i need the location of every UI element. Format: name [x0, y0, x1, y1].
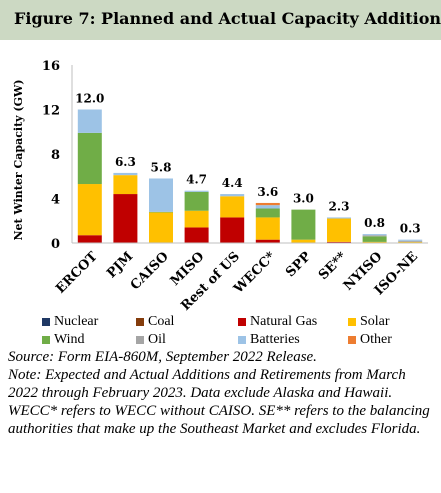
bar-segment-batteries [220, 194, 245, 197]
legend-label: Solar [360, 314, 390, 329]
bar-segment-solar [362, 241, 387, 243]
bar-segment-batteries [184, 190, 209, 192]
legend-label: Other [360, 332, 392, 347]
bar-total-label: 4.4 [222, 176, 243, 190]
bar-segment-solar [149, 212, 173, 243]
bar-segment-solar [291, 239, 316, 243]
bar-segment-wind [184, 191, 209, 211]
bar-segment-natural-gas [77, 235, 102, 243]
bar-segment-wind [77, 132, 102, 185]
legend-label: Batteries [250, 332, 300, 347]
y-tick-label: 12 [42, 104, 60, 119]
bar-segment-wind [362, 236, 387, 242]
legend-swatch [238, 318, 246, 326]
bar-segment-natural-gas [113, 194, 138, 243]
y-tick-label: 16 [42, 59, 60, 74]
bar-segment-solar [184, 210, 209, 228]
stacked-bar-chart: 0 4 8 12 16 Net Winter Capacity (GW) 12.0 ERCOT… [12, 59, 428, 314]
legend-swatch [136, 336, 144, 344]
y-tick-label: 0 [51, 237, 60, 252]
legend-label: Coal [148, 314, 175, 329]
y-tick-label: 8 [51, 148, 60, 163]
bar-segment-wind [149, 211, 173, 213]
bar-total-label: 2.3 [329, 199, 350, 213]
bar-total-label: 0.8 [364, 216, 385, 230]
bar-total-label: 3.0 [293, 192, 314, 206]
bar-segment-other [255, 202, 280, 206]
chart-notes: Source: Form EIA-860M, September 2022 Re… [8, 348, 436, 438]
bar-total-label: 0.3 [400, 222, 421, 236]
source-note: Source: Form EIA-860M, September 2022 Re… [8, 349, 317, 365]
bar-segment-wind [255, 208, 280, 218]
legend-label: Oil [148, 332, 166, 347]
bar-segment-solar [327, 218, 351, 242]
bar-segment-batteries [255, 205, 280, 209]
bar-segment-solar [398, 241, 423, 243]
bar-total-label: 5.8 [151, 160, 172, 174]
bar-segment-batteries [398, 239, 423, 241]
legend-label: Natural Gas [250, 314, 318, 329]
legend-swatch [348, 336, 356, 344]
x-tick-label: PJM [104, 249, 136, 281]
y-tick-label: 4 [51, 193, 60, 208]
x-tick-label: SPP [283, 249, 314, 280]
bar-segment-solar [77, 184, 102, 236]
bar-segment-batteries [362, 234, 387, 236]
y-axis-label: Net Winter Capacity (GW) [12, 79, 25, 240]
explanatory-note: Note: Expected and Actual Additions and … [8, 367, 430, 437]
bar-segment-batteries [149, 178, 173, 212]
bar-segment-natural-gas [255, 239, 280, 243]
bar-segment-natural-gas [327, 241, 351, 243]
bar-segment-wind [291, 209, 316, 240]
x-tick-label: ERCOT [53, 249, 101, 297]
bar-segment-solar [113, 175, 138, 195]
legend-swatch [42, 318, 50, 326]
bar-total-label: 12.0 [75, 92, 104, 106]
bar-segment-batteries [113, 172, 138, 176]
legend-swatch [238, 336, 246, 344]
bar-segment-oil [362, 235, 387, 237]
bar-total-label: 4.7 [186, 173, 207, 187]
bar-segment-natural-gas [184, 227, 209, 243]
x-tick-label: CAISO [128, 249, 172, 293]
legend-swatch [42, 336, 50, 344]
legend-label: Nuclear [54, 314, 99, 329]
bar-segment-batteries [77, 109, 102, 133]
chart-title: Figure 7: Planned and Actual Capacity Ad… [14, 9, 441, 28]
legend-label: Wind [54, 332, 85, 347]
chart-legend: Nuclear Coal Natural Gas Solar Wind Oil Batter… [42, 313, 441, 359]
bar-segment-batteries [327, 217, 351, 219]
legend-swatch [348, 318, 356, 326]
bar-segment-natural-gas [220, 217, 245, 243]
title-bar: Figure 7: Planned and Actual Capacity Ad… [0, 0, 441, 40]
bar-segment-solar [255, 217, 280, 240]
bar-segment-solar [220, 196, 245, 218]
bar-total-label: 3.6 [257, 185, 278, 199]
bar-segment-oil [398, 240, 423, 242]
legend-swatch [136, 318, 144, 326]
bar-total-label: 6.3 [115, 155, 136, 169]
